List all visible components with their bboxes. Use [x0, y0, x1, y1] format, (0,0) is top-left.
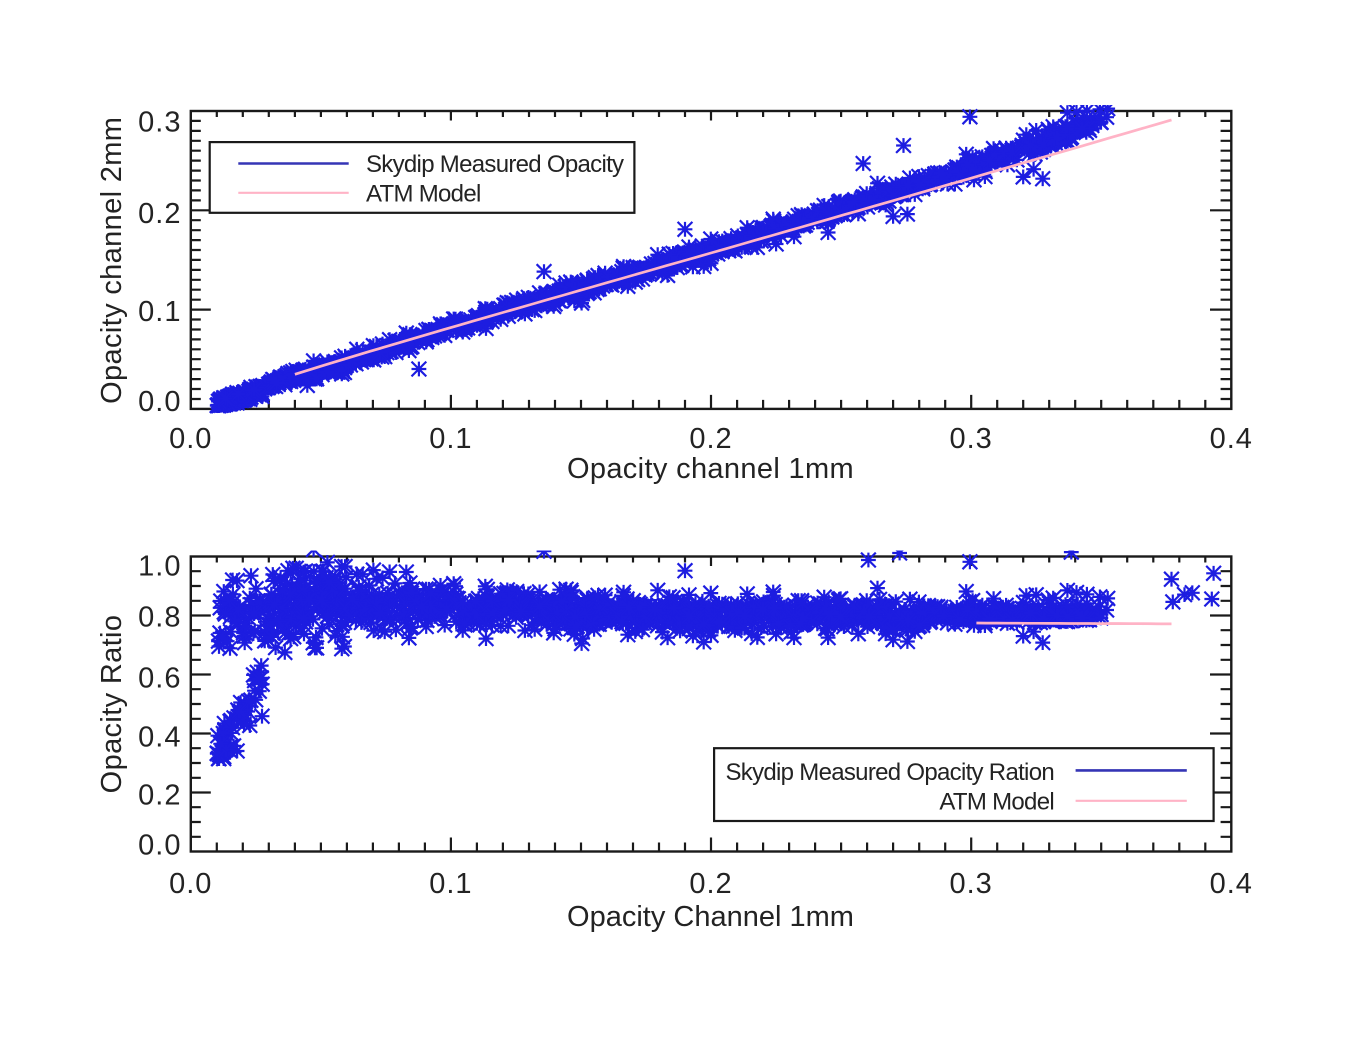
- svg-text:0.4: 0.4: [1210, 423, 1253, 455]
- svg-text:0.2: 0.2: [689, 423, 732, 455]
- svg-text:Opacity channel 2mm: Opacity channel 2mm: [96, 117, 128, 404]
- svg-text:0.2: 0.2: [138, 780, 181, 812]
- svg-text:0.1: 0.1: [429, 868, 472, 900]
- svg-text:Opacity channel 1mm: Opacity channel 1mm: [567, 453, 854, 485]
- svg-text:0.3: 0.3: [950, 868, 993, 900]
- svg-text:0.1: 0.1: [138, 296, 181, 328]
- svg-text:0.0: 0.0: [169, 868, 212, 900]
- svg-text:0.4: 0.4: [1210, 868, 1253, 900]
- svg-text:Opacity Channel 1mm: Opacity Channel 1mm: [567, 901, 854, 933]
- svg-text:ATM Model: ATM Model: [939, 788, 1054, 815]
- svg-text:0.3: 0.3: [138, 106, 181, 138]
- svg-text:ATM Model: ATM Model: [366, 180, 481, 207]
- svg-text:1.0: 1.0: [138, 551, 181, 583]
- svg-text:Skydip Measured Opacity: Skydip Measured Opacity: [366, 151, 624, 178]
- svg-text:0.4: 0.4: [138, 722, 181, 754]
- svg-text:0.3: 0.3: [950, 423, 993, 455]
- svg-text:0.0: 0.0: [138, 386, 181, 418]
- svg-text:0.8: 0.8: [138, 602, 181, 634]
- svg-text:0.0: 0.0: [138, 829, 181, 861]
- svg-text:0.1: 0.1: [429, 423, 472, 455]
- svg-text:0.6: 0.6: [138, 663, 181, 695]
- svg-text:Skydip Measured Opacity Ration: Skydip Measured Opacity Ration: [725, 759, 1054, 786]
- svg-text:0.0: 0.0: [169, 423, 212, 455]
- svg-text:0.2: 0.2: [138, 198, 181, 230]
- svg-text:0.2: 0.2: [689, 868, 732, 900]
- svg-text:Opacity Ratio: Opacity Ratio: [96, 615, 128, 794]
